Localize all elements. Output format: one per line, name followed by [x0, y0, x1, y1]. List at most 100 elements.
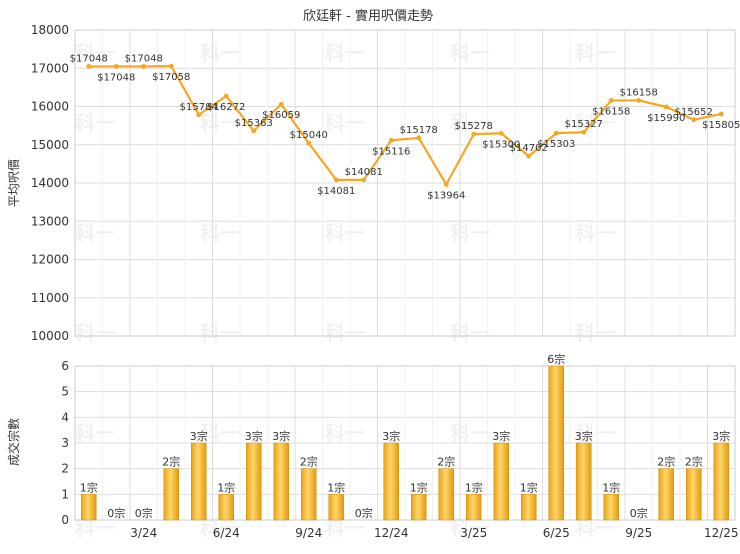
volume-data-label: 1宗 [80, 480, 98, 494]
price-data-label: $17048 [70, 53, 108, 64]
svg-text:科一: 科一 [325, 111, 365, 135]
price-chart-panel: 18000 17000 16000 15000 14000 13000 12000 11000… [7, 23, 740, 343]
volume-y-tick-label: 0 [61, 513, 69, 527]
price-data-label: $16158 [592, 106, 630, 117]
price-y-tick-label: 16000 [31, 100, 69, 114]
volume-bar [493, 442, 509, 521]
price-data-label: $15303 [537, 139, 575, 150]
price-data-labels: $17048 $17048 $17048 $17058 $15784$16272 $153… [70, 53, 740, 201]
volume-bar [466, 494, 482, 521]
volume-bar [411, 494, 427, 521]
price-data-label: $15805 [702, 120, 740, 131]
price-data-point [581, 129, 587, 135]
volume-data-label: 3宗 [382, 429, 400, 443]
volume-bar [521, 494, 537, 521]
volume-data-label: 2宗 [685, 455, 703, 469]
volume-bar [328, 494, 344, 521]
volume-x-tick-label: 9/25 [625, 526, 652, 540]
price-data-label: $16272 [207, 102, 245, 113]
volume-data-label: 3宗 [575, 429, 593, 443]
price-y-tick-label: 14000 [31, 176, 69, 190]
price-y-tick-labels: 18000 17000 16000 15000 14000 13000 12000 11000… [31, 23, 69, 343]
svg-text:科一: 科一 [325, 321, 365, 345]
price-data-label: $17048 [125, 53, 163, 64]
price-data-label: $16059 [262, 110, 300, 121]
volume-x-tick-label: 6/25 [543, 526, 570, 540]
price-data-point [691, 117, 697, 123]
price-y-tick-label: 17000 [31, 61, 69, 75]
price-data-point [196, 112, 202, 118]
volume-bar [548, 365, 564, 521]
svg-text:科一: 科一 [575, 421, 615, 445]
svg-text:科一: 科一 [200, 421, 240, 445]
volume-data-label: 6宗 [547, 352, 565, 366]
volume-gridlines [74, 365, 736, 521]
price-data-label: $15116 [372, 146, 410, 157]
volume-x-tick-labels: 3/24 6/24 9/24 12/24 3/25 6/25 9/25 12/25 [130, 526, 738, 540]
svg-text:科一: 科一 [450, 221, 490, 245]
price-data-point [278, 101, 284, 107]
volume-x-tick-label: 12/24 [374, 526, 409, 540]
volume-x-tick-label: 9/24 [295, 526, 322, 540]
volume-data-label: 2宗 [657, 455, 675, 469]
volume-bar [218, 494, 234, 521]
price-data-label: $17048 [97, 72, 135, 83]
svg-text:科一: 科一 [575, 321, 615, 345]
volume-bar [713, 442, 729, 521]
volume-data-label: 3宗 [245, 429, 263, 443]
price-y-axis-label: 平均呎價 [7, 159, 21, 207]
volume-data-label: 2宗 [437, 455, 455, 469]
volume-data-label: 3宗 [190, 429, 208, 443]
price-data-label: $14081 [345, 167, 383, 178]
volume-data-label: 0宗 [355, 506, 373, 520]
price-data-point [636, 98, 642, 103]
price-data-label: $14081 [317, 186, 355, 197]
price-data-point [306, 140, 312, 146]
volume-y-axis-label: 成交宗數 [6, 418, 21, 466]
price-data-label: $15363 [235, 118, 273, 129]
volume-y-tick-label: 6 [61, 359, 69, 373]
volume-y-tick-label: 1 [61, 487, 69, 501]
volume-y-tick-label: 3 [61, 436, 69, 450]
price-y-tick-label: 12000 [31, 253, 69, 267]
volume-y-tick-label: 5 [61, 385, 69, 399]
svg-text:科一: 科一 [450, 421, 490, 445]
svg-text:科一: 科一 [575, 111, 615, 135]
price-data-point [113, 64, 119, 69]
price-data-point [526, 153, 532, 159]
price-data-point [471, 131, 477, 137]
volume-data-label: 3宗 [712, 429, 730, 443]
price-y-tick-label: 11000 [31, 291, 69, 305]
price-y-tick-label: 18000 [31, 23, 69, 37]
volume-data-label: 0宗 [630, 506, 648, 520]
volume-data-label: 3宗 [492, 429, 510, 443]
volume-data-label: 1宗 [217, 480, 235, 494]
volume-bar [383, 442, 399, 521]
volume-data-label: 1宗 [520, 480, 538, 494]
volume-data-label: 1宗 [465, 480, 483, 494]
volume-bar [576, 442, 592, 521]
volume-plot-border [74, 365, 736, 521]
volume-bar [301, 468, 317, 521]
svg-text:科一: 科一 [75, 41, 115, 65]
volume-bar [81, 494, 97, 521]
volume-y-tick-label: 4 [61, 410, 69, 424]
volume-data-label: 2宗 [162, 455, 180, 469]
svg-text:科一: 科一 [575, 221, 615, 245]
svg-text:科一: 科一 [200, 111, 240, 135]
svg-text:科一: 科一 [325, 421, 365, 445]
volume-data-label: 0宗 [107, 506, 125, 520]
volume-data-label: 0宗 [135, 506, 153, 520]
volume-bar [163, 468, 179, 521]
volume-bar [438, 468, 454, 521]
volume-x-tick-label: 3/24 [130, 526, 157, 540]
price-y-tick-label: 15000 [31, 138, 69, 152]
price-data-label: $15278 [455, 121, 493, 132]
volume-bar [191, 442, 207, 521]
price-data-label: $15652 [675, 107, 713, 118]
svg-text:科一: 科一 [325, 221, 365, 245]
svg-text:科一: 科一 [450, 321, 490, 345]
price-data-point [86, 64, 92, 69]
price-data-point [333, 177, 339, 183]
